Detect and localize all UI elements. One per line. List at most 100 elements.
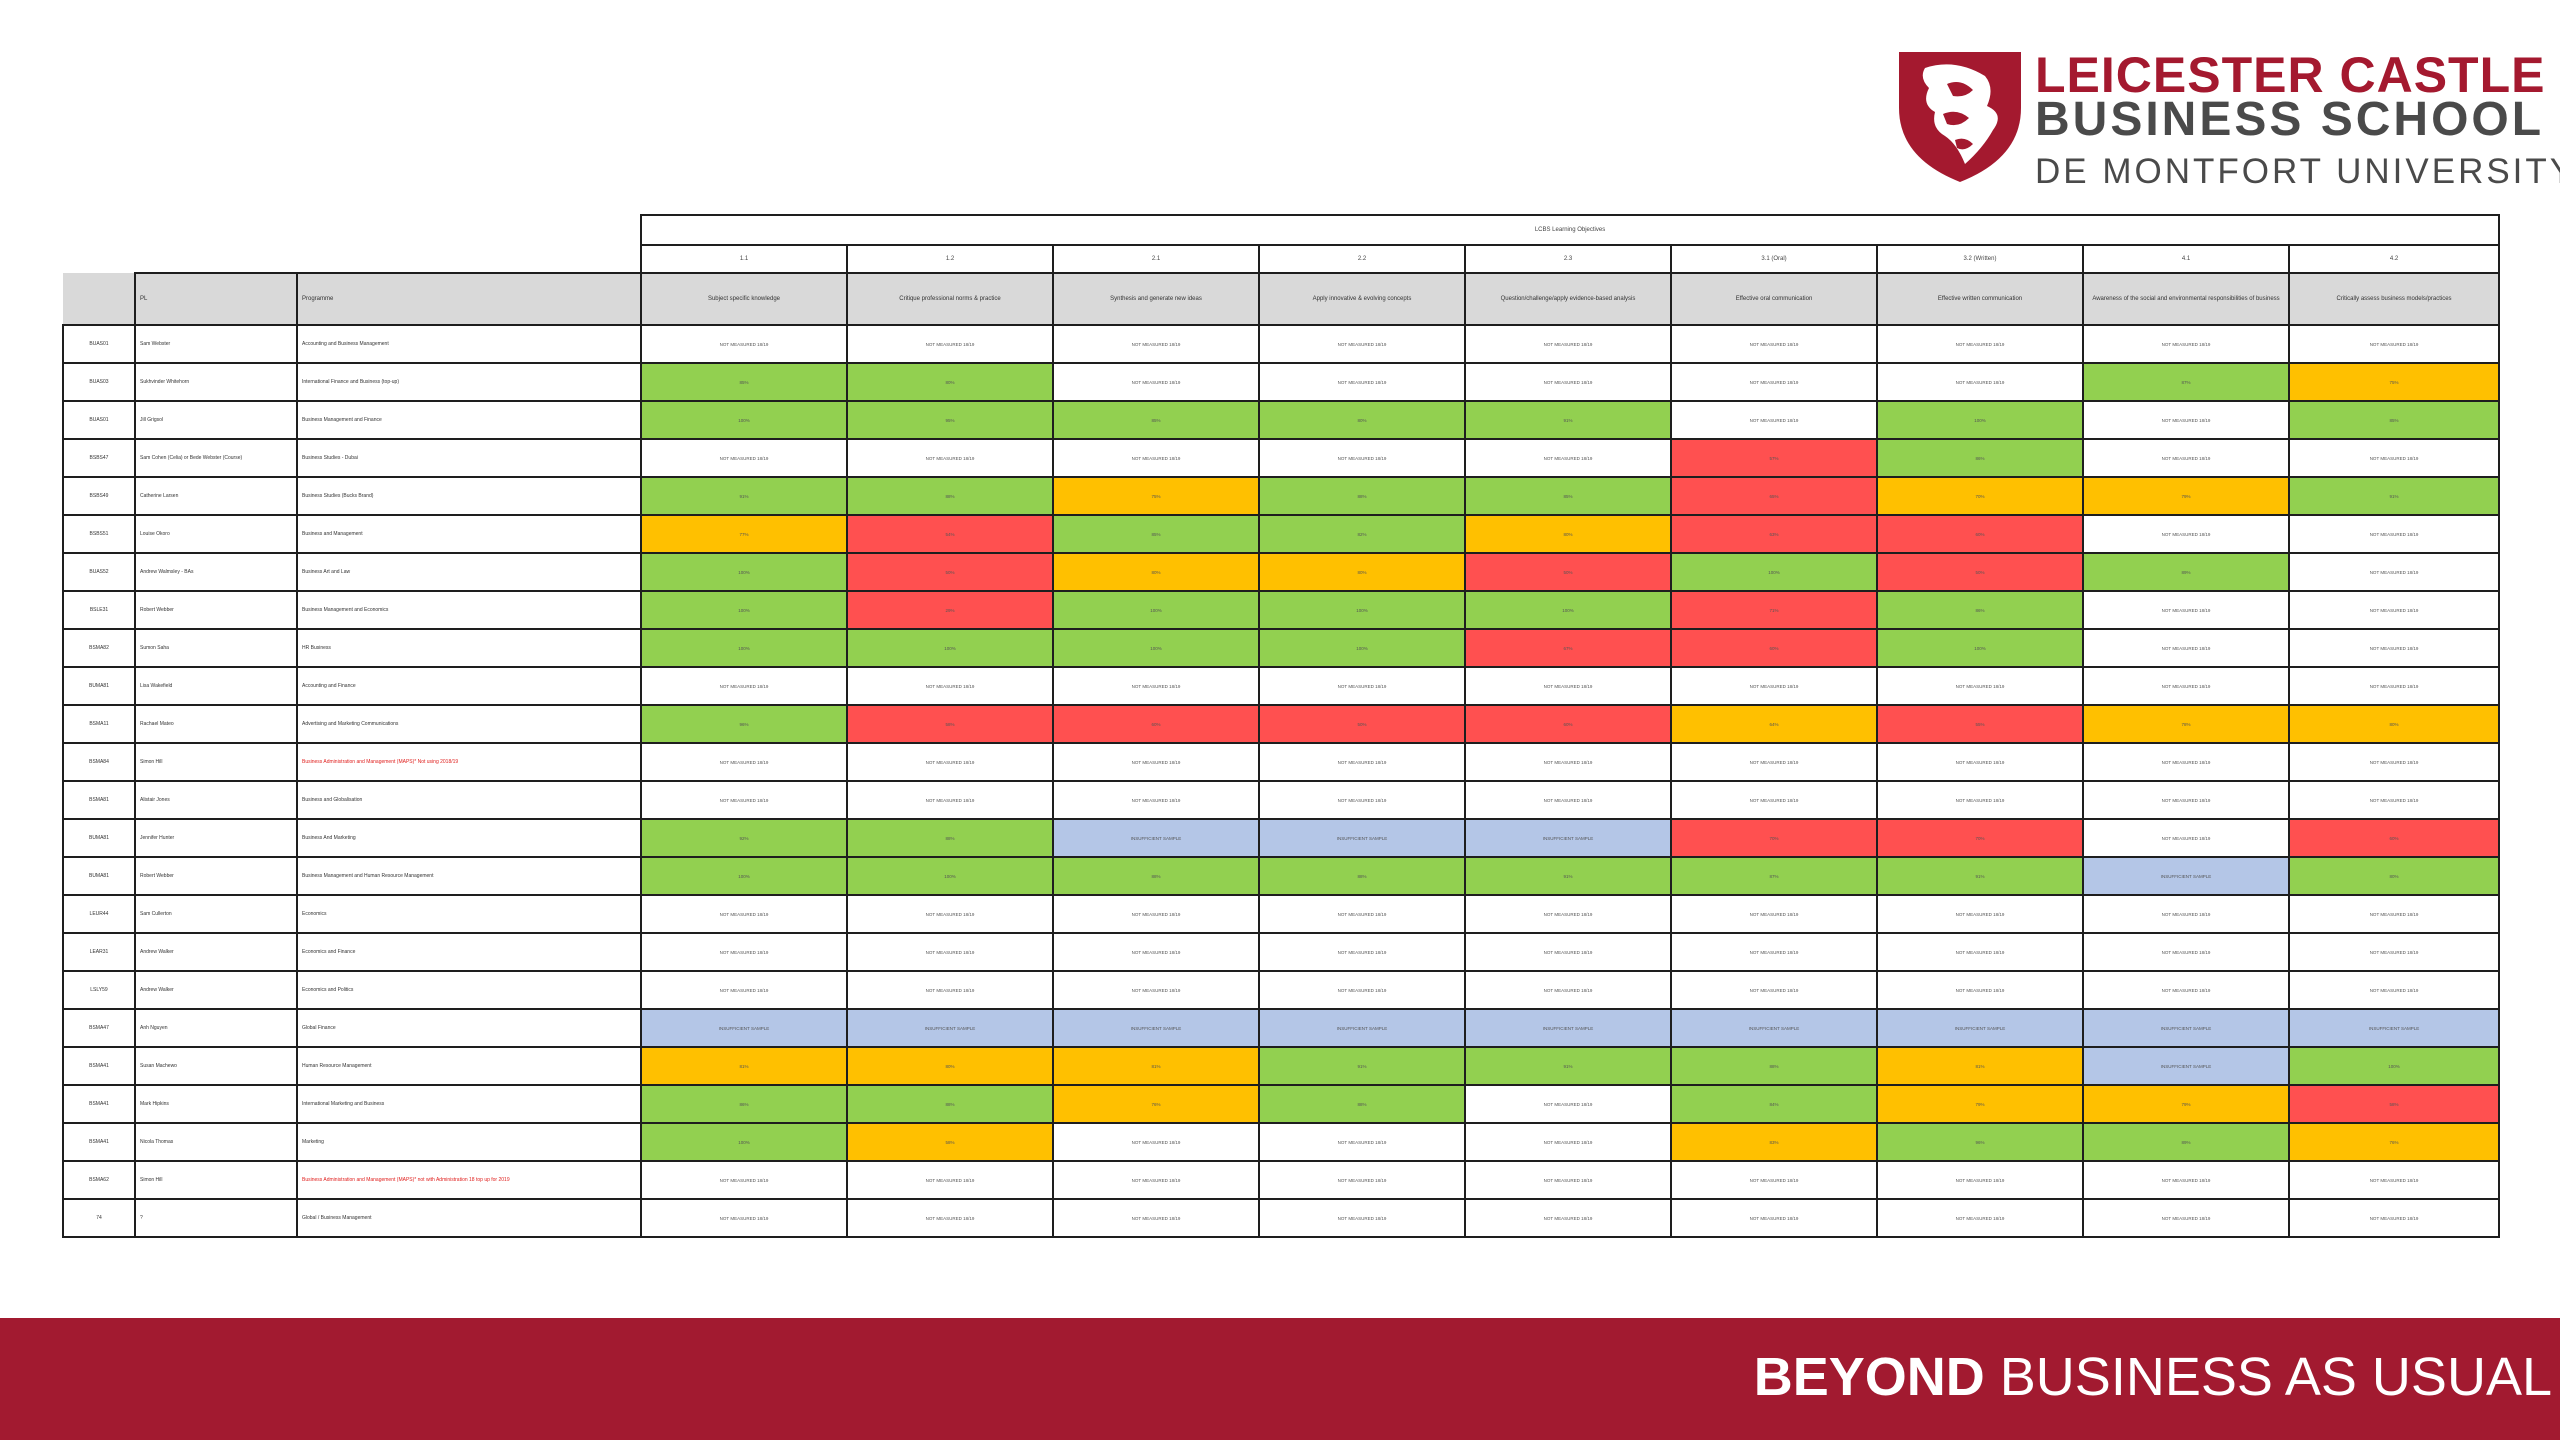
programme-code: BUAS01 [62, 400, 136, 440]
objective-cell: 88% [1052, 856, 1260, 896]
objective-cell: 80% [2287, 856, 2501, 896]
objective-cell: NOT MEASURED 18/19 [640, 970, 848, 1010]
objective-cell: 100% [1876, 628, 2084, 668]
objective-cell: NOT MEASURED 18/19 [1052, 666, 1260, 706]
objective-cell: NOT MEASURED 18/19 [1464, 438, 1672, 478]
objective-cell: 70% [1876, 818, 2084, 858]
objective-cell: 57% [1670, 438, 1878, 478]
objective-header-2: Critique professional norms & practice [846, 272, 1054, 326]
objective-cell: 82% [1258, 514, 1466, 554]
table-row: BUMA81 Robert Webber Business Management a… [62, 856, 2501, 896]
programme-code: BSBS49 [62, 476, 136, 516]
objective-cell: 88% [1258, 476, 1466, 516]
objective-cell: NOT MEASURED 18/19 [1258, 438, 1466, 478]
objective-cell: NOT MEASURED 18/19 [1052, 780, 1260, 820]
programme-leader: Robert Webber [134, 856, 298, 896]
programme-name: International Marketing and Business [296, 1084, 642, 1124]
programme-leader: Robert Webber [134, 590, 298, 630]
objective-cell: NOT MEASURED 18/19 [2082, 590, 2290, 630]
table-row: BUAS52 Andrew Walmsley - BAs Business Art … [62, 552, 2501, 592]
objective-cell: NOT MEASURED 18/19 [1670, 970, 1878, 1010]
objective-cell: NOT MEASURED 18/19 [1052, 1160, 1260, 1200]
objective-cell: NOT MEASURED 18/19 [1052, 742, 1260, 782]
objective-cell: 88% [1258, 1084, 1466, 1124]
programme-name: Business Administration and Management (… [296, 742, 642, 782]
objective-cell: INSUFFICIENT SAMPLE [640, 1008, 848, 1048]
objective-cell: 85% [640, 362, 848, 402]
programme-name: Business Management and Finance [296, 400, 642, 440]
objective-cell: 85% [2287, 400, 2501, 440]
objective-cell: NOT MEASURED 18/19 [2082, 438, 2290, 478]
objective-cell: NOT MEASURED 18/19 [846, 324, 1054, 364]
objective-cell: 80% [1258, 400, 1466, 440]
objective-cell: 76% [1052, 1084, 1260, 1124]
objective-cell: NOT MEASURED 18/19 [2082, 1160, 2290, 1200]
objective-cell: NOT MEASURED 18/19 [2082, 818, 2290, 858]
table-row: BSMA41 Nicola Thomas Marketing 100% 58% NOT M… [62, 1122, 2501, 1162]
objective-cell: NOT MEASURED 18/19 [1876, 362, 2084, 402]
objective-cell: 89% [2082, 552, 2290, 592]
table-row: BSMA81 Alistair Jones Business and Globali… [62, 780, 2501, 820]
objective-header-8: Awareness of the social and environmenta… [2082, 272, 2290, 326]
table-row: BSLE31 Robert Webber Business Management a… [62, 590, 2501, 630]
objective-cell: 100% [1052, 590, 1260, 630]
objective-cell: 81% [1876, 1046, 2084, 1086]
objective-cell: 100% [1052, 628, 1260, 668]
objective-cell: NOT MEASURED 18/19 [2082, 324, 2290, 364]
objective-cell: 58% [2287, 1084, 2501, 1124]
objective-code-5: 2.3 [1464, 244, 1672, 274]
programme-leader: Nicola Thomas [134, 1122, 298, 1162]
objective-cell: 100% [640, 856, 848, 896]
objective-cell: NOT MEASURED 18/19 [2287, 438, 2501, 478]
objective-cell: 87% [2082, 362, 2290, 402]
objective-cell: 29% [846, 590, 1054, 630]
programme-code: BSMA47 [62, 1008, 136, 1048]
objective-cell: 91% [2287, 476, 2501, 516]
table-row: BSBS49 Catherine Larsen Business Studies (… [62, 476, 2501, 516]
programme-name: Business And Marketing [296, 818, 642, 858]
objective-cell: 80% [846, 1046, 1054, 1086]
objective-cell: NOT MEASURED 18/19 [1876, 780, 2084, 820]
table-row: BSBS51 Louise Okoro Business and Managemen… [62, 514, 2501, 554]
objective-cell: NOT MEASURED 18/19 [640, 894, 848, 934]
objective-cell: NOT MEASURED 18/19 [2287, 590, 2501, 630]
programme-leader: Simon Hill [134, 1160, 298, 1200]
table-row: BSMA62 Simon Hill Business Administration … [62, 1160, 2501, 1200]
programme-code: BUMA81 [62, 818, 136, 858]
objective-cell: NOT MEASURED 18/19 [1464, 324, 1672, 364]
column-header-row: PL Programme Subject specific knowledge C… [63, 272, 2501, 326]
objective-header-6: Effective oral communication [1670, 272, 1878, 326]
programme-name: Business Management and Economics [296, 590, 642, 630]
objective-cell: 100% [2287, 1046, 2501, 1086]
objective-cell: 100% [1464, 590, 1672, 630]
objective-cell: 67% [1464, 628, 1672, 668]
objective-cell: NOT MEASURED 18/19 [2287, 628, 2501, 668]
objective-cell: 77% [640, 514, 848, 554]
objective-cell: NOT MEASURED 18/19 [1258, 1198, 1466, 1238]
objective-cell: NOT MEASURED 18/19 [1876, 742, 2084, 782]
programme-leader: Susan Machewo [134, 1046, 298, 1086]
objective-cell: 60% [2287, 818, 2501, 858]
blank-code-header [63, 273, 135, 325]
objective-header-1: Subject specific knowledge [640, 272, 848, 326]
objective-cell: 100% [846, 856, 1054, 896]
programme-leader: Sam Cohen (Celia) or Bede Webster (Cours… [134, 438, 298, 478]
programme-code: BUAS01 [62, 324, 136, 364]
programme-code: BSMA62 [62, 1160, 136, 1200]
programme-code: LEAR31 [62, 932, 136, 972]
programme-name: Economics [296, 894, 642, 934]
objective-cell: INSUFFICIENT SAMPLE [1876, 1008, 2084, 1048]
table-row: BSMA84 Simon Hill Business Administration … [62, 742, 2501, 782]
objective-cell: NOT MEASURED 18/19 [1258, 324, 1466, 364]
programme-code: BUMA81 [62, 666, 136, 706]
programme-code: BSMA41 [62, 1122, 136, 1162]
objective-cell: NOT MEASURED 18/19 [2082, 400, 2290, 440]
objective-cell: NOT MEASURED 18/19 [1258, 780, 1466, 820]
objective-cell: 88% [1258, 856, 1466, 896]
objective-cell: 100% [640, 552, 848, 592]
objective-cell: 60% [1876, 514, 2084, 554]
objective-cell: NOT MEASURED 18/19 [1258, 894, 1466, 934]
objective-cell: NOT MEASURED 18/19 [1670, 362, 1878, 402]
objective-cell: 100% [640, 400, 848, 440]
objective-cell: 100% [1670, 552, 1878, 592]
